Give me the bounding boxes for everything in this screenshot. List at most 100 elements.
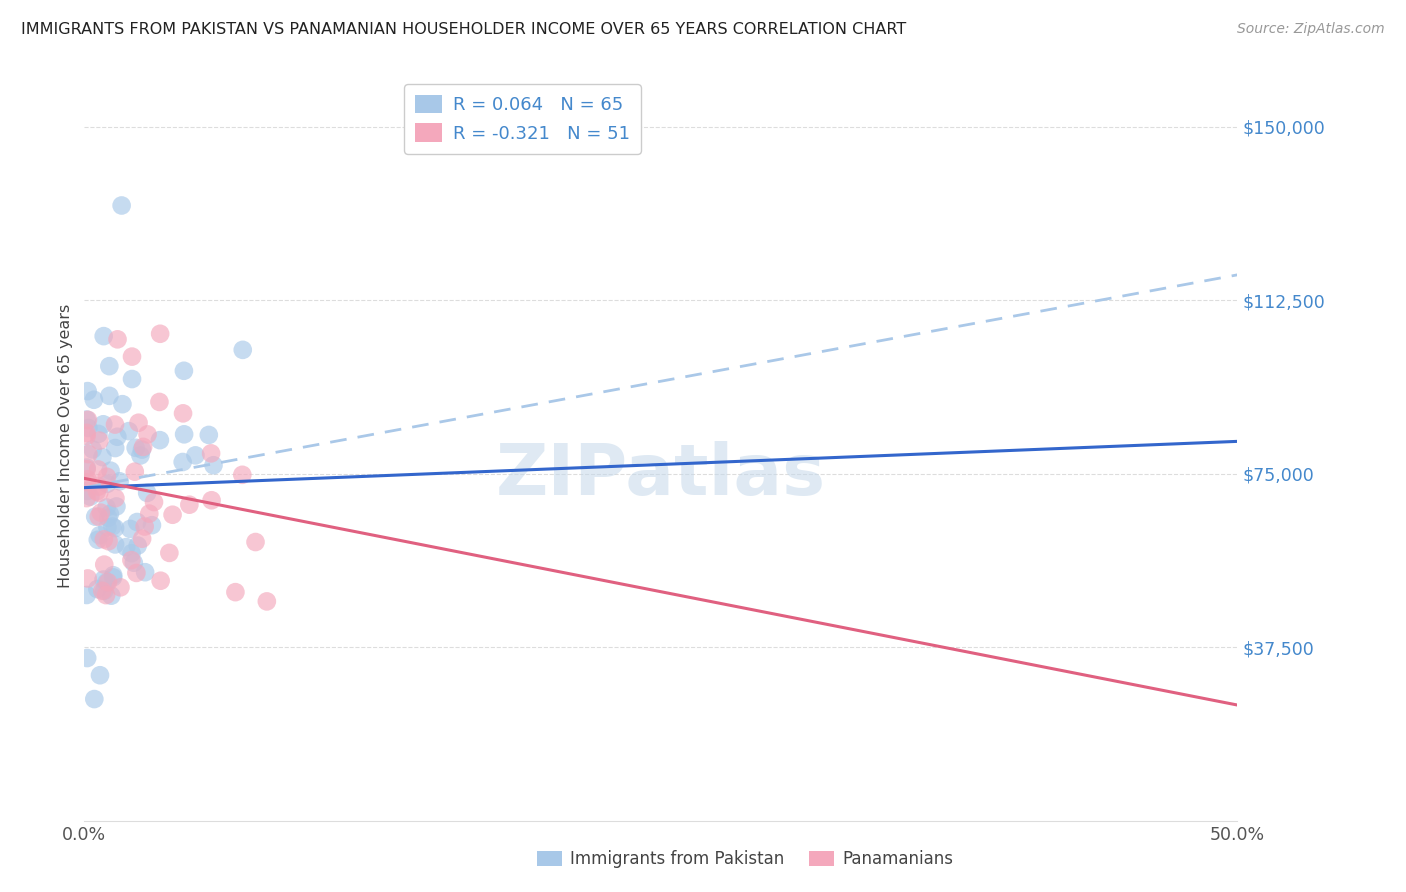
Point bbox=[173, 364, 195, 378]
Point bbox=[91, 450, 114, 464]
Point bbox=[76, 425, 98, 440]
Point bbox=[91, 583, 114, 598]
Point bbox=[122, 556, 145, 570]
Point bbox=[134, 565, 156, 579]
Point bbox=[104, 521, 127, 535]
Legend: Immigrants from Pakistan, Panamanians: Immigrants from Pakistan, Panamanians bbox=[530, 844, 960, 875]
Point bbox=[76, 571, 98, 585]
Point bbox=[93, 558, 115, 572]
Point bbox=[76, 651, 98, 665]
Point bbox=[172, 406, 194, 420]
Point bbox=[138, 507, 160, 521]
Point bbox=[143, 495, 166, 509]
Point bbox=[127, 539, 149, 553]
Point bbox=[105, 500, 128, 514]
Point bbox=[200, 446, 222, 460]
Point bbox=[83, 692, 105, 706]
Point bbox=[103, 568, 125, 582]
Point bbox=[120, 553, 142, 567]
Point bbox=[93, 533, 115, 547]
Point bbox=[76, 588, 98, 602]
Point bbox=[245, 535, 267, 549]
Point bbox=[77, 421, 100, 435]
Point bbox=[90, 506, 112, 520]
Point bbox=[76, 491, 98, 505]
Point bbox=[91, 417, 114, 432]
Point bbox=[93, 573, 115, 587]
Point bbox=[76, 384, 98, 398]
Point bbox=[131, 532, 153, 546]
Point bbox=[200, 493, 222, 508]
Point bbox=[76, 429, 98, 443]
Point bbox=[89, 434, 111, 448]
Point bbox=[76, 475, 98, 490]
Point bbox=[93, 583, 115, 598]
Point bbox=[104, 417, 127, 432]
Point bbox=[179, 498, 201, 512]
Point bbox=[101, 519, 124, 533]
Point bbox=[121, 372, 143, 386]
Point bbox=[97, 534, 120, 549]
Point bbox=[231, 467, 253, 482]
Point bbox=[256, 594, 278, 608]
Point bbox=[101, 570, 124, 584]
Point bbox=[77, 413, 100, 427]
Point bbox=[148, 395, 170, 409]
Point bbox=[96, 476, 118, 491]
Text: Source: ZipAtlas.com: Source: ZipAtlas.com bbox=[1237, 22, 1385, 37]
Point bbox=[87, 426, 110, 441]
Point bbox=[86, 484, 108, 499]
Point bbox=[82, 442, 104, 457]
Point bbox=[127, 515, 149, 529]
Point bbox=[111, 198, 134, 212]
Point bbox=[89, 486, 111, 500]
Point bbox=[96, 500, 118, 515]
Legend: R = 0.064   N = 65, R = -0.321   N = 51: R = 0.064 N = 65, R = -0.321 N = 51 bbox=[404, 84, 641, 153]
Point bbox=[96, 520, 118, 534]
Point bbox=[89, 528, 111, 542]
Point bbox=[100, 464, 122, 478]
Point bbox=[76, 412, 98, 426]
Point bbox=[129, 449, 152, 463]
Point bbox=[132, 440, 155, 454]
Point bbox=[105, 430, 128, 444]
Point bbox=[110, 580, 132, 594]
Point bbox=[87, 509, 110, 524]
Point bbox=[98, 359, 121, 373]
Point bbox=[96, 575, 118, 590]
Point bbox=[77, 447, 100, 461]
Point bbox=[76, 460, 98, 475]
Point bbox=[134, 519, 156, 533]
Text: IMMIGRANTS FROM PAKISTAN VS PANAMANIAN HOUSEHOLDER INCOME OVER 65 YEARS CORRELAT: IMMIGRANTS FROM PAKISTAN VS PANAMANIAN H… bbox=[21, 22, 907, 37]
Point bbox=[100, 589, 122, 603]
Point bbox=[79, 490, 101, 504]
Point bbox=[120, 522, 142, 536]
Text: ZIPatlas: ZIPatlas bbox=[496, 442, 825, 510]
Point bbox=[108, 475, 131, 489]
Point bbox=[232, 343, 254, 357]
Point bbox=[121, 546, 143, 560]
Point bbox=[93, 329, 115, 343]
Point bbox=[121, 350, 143, 364]
Point bbox=[118, 424, 141, 438]
Point bbox=[136, 486, 159, 500]
Point bbox=[87, 479, 110, 493]
Point bbox=[96, 470, 118, 484]
Point bbox=[97, 510, 120, 524]
Point bbox=[76, 472, 98, 486]
Point bbox=[111, 397, 134, 411]
Point bbox=[128, 416, 150, 430]
Point bbox=[97, 575, 120, 590]
Point bbox=[76, 462, 98, 476]
Point bbox=[107, 332, 129, 346]
Point bbox=[76, 483, 98, 498]
Point bbox=[104, 491, 127, 506]
Point bbox=[162, 508, 184, 522]
Point bbox=[141, 518, 163, 533]
Point bbox=[149, 326, 172, 341]
Point bbox=[157, 546, 180, 560]
Point bbox=[224, 585, 246, 599]
Point bbox=[89, 668, 111, 682]
Point bbox=[149, 574, 172, 588]
Point bbox=[94, 588, 117, 602]
